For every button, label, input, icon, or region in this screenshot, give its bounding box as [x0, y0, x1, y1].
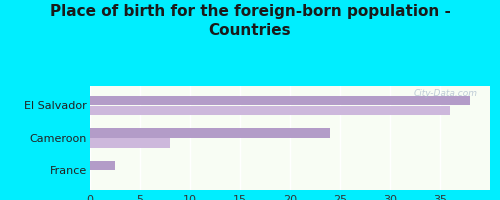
Bar [90, 161, 115, 170]
Bar [90, 128, 330, 138]
Text: City-Data.com: City-Data.com [414, 89, 478, 98]
Bar [90, 106, 450, 115]
Text: Place of birth for the foreign-born population -
Countries: Place of birth for the foreign-born popu… [50, 4, 450, 38]
Bar [90, 96, 470, 105]
Bar [90, 138, 170, 148]
